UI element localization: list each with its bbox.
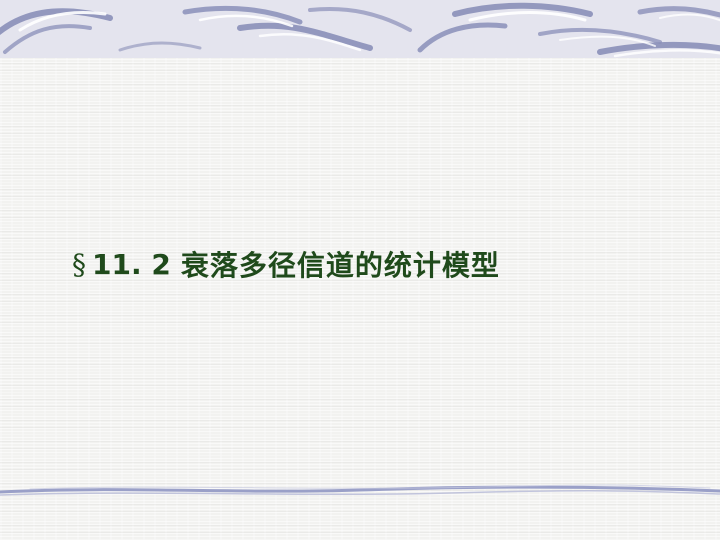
decorative-swirl-pattern	[0, 2, 720, 58]
section-sign: §	[72, 247, 86, 281]
section-title: 衰落多径信道的统计模型	[180, 249, 500, 282]
section-number: 11. 2	[92, 247, 171, 281]
decorative-top-band	[0, 0, 720, 58]
decorative-wavy-line	[0, 484, 720, 496]
decorative-bottom-rule	[0, 478, 720, 502]
slide-title: § 11. 2 衰落多径信道的统计模型	[72, 240, 500, 288]
